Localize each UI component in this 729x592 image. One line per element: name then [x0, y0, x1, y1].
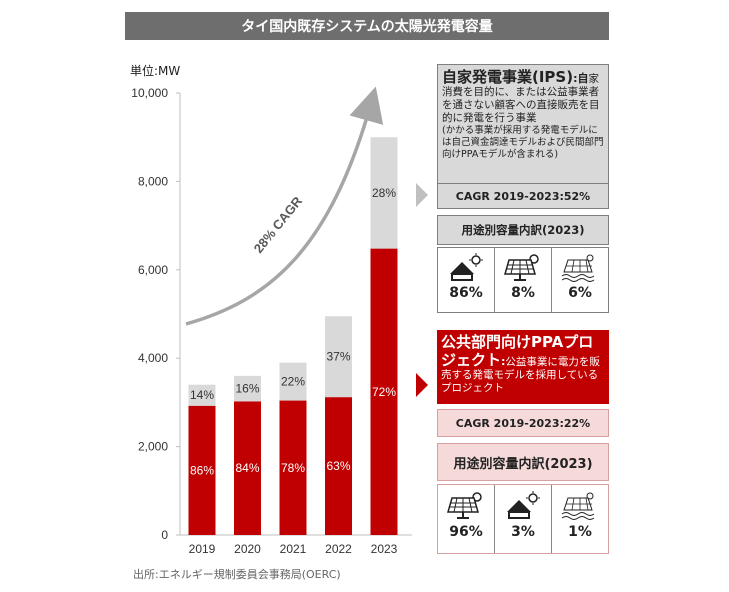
bar-data-label: 86% [190, 463, 214, 477]
ips-breakdown-icons: 86% 8% 6% [437, 247, 609, 313]
ips-description: 自家発電事業(IPS):自家消費を目的に、または公益事業者を通さない顧客への直接… [437, 64, 609, 184]
ips-item-value: 86% [449, 285, 483, 301]
ppa-item-value: 1% [568, 524, 592, 540]
cagr-annotation: 28% CAGR [251, 193, 306, 256]
ppa-item-value: 96% [449, 524, 483, 540]
ppa-item-rooftop: 3% [495, 485, 552, 553]
bar-segment-gray [325, 316, 352, 398]
ppa-title-colon: : [501, 355, 506, 368]
ppa-item-value: 3% [511, 524, 535, 540]
y-tick-label: 6,000 [138, 263, 168, 277]
pointer-arrow-ips [416, 183, 428, 207]
x-tick-label: 2023 [371, 542, 398, 556]
y-tick-label: 4,000 [138, 351, 168, 365]
y-axis-ticks: 0 2,000 4,000 6,000 8,000 10,000 [131, 86, 180, 542]
bar-segment-red [279, 400, 307, 535]
bar-segment-gray [234, 375, 261, 402]
y-tick-label: 8,000 [138, 174, 168, 188]
bar-segment-gray [188, 384, 216, 406]
x-tick-label: 2022 [325, 542, 352, 556]
ppa-item-floating: 1% [552, 485, 608, 553]
ips-title-colon: :自 [573, 72, 589, 85]
ips-item-rooftop: 86% [438, 248, 495, 312]
ppa-description: 公共部門向けPPAプロジェクト:公益事業に電力を販売する発電モデルを採用している… [437, 330, 609, 404]
bar-data-label: 78% [281, 461, 305, 475]
bar-data-label: 22% [281, 375, 305, 389]
x-tick-label: 2021 [280, 542, 307, 556]
rooftop-solar-icon [450, 253, 483, 281]
y-tick-label: 10,000 [131, 86, 168, 100]
x-tick-label: 2019 [189, 542, 216, 556]
ips-title: 自家発電事業(IPS) [442, 68, 574, 86]
unit-label: 単位:MW [130, 64, 181, 78]
x-axis-ticks: 2019 2020 2021 2022 2023 [189, 542, 398, 556]
ips-desc-text: 家消費を目的に、または公益事業者を通さない顧客への直接販売を目的に発電を行う事業 [442, 73, 600, 124]
x-tick-label: 2020 [234, 542, 261, 556]
rooftop-solar-icon [507, 491, 540, 519]
ppa-title: 公共部門向けPPAプロジェクト [441, 333, 594, 369]
ppa-breakdown-title: 用途別容量内訳(2023) [437, 443, 609, 481]
floating-solar-icon [561, 254, 595, 282]
y-tick-label: 2,000 [138, 440, 168, 454]
ppa-desc-text: 公益事業に電力を販売する発電モデルを採用しているプロジェクト [441, 356, 600, 394]
ips-item-value: 6% [568, 285, 592, 301]
bar-data-label: 16% [235, 382, 259, 396]
bar-data-label: 37% [326, 350, 350, 364]
ips-breakdown-title: 用途別容量内訳(2023) [437, 215, 609, 245]
ground-solar-panel-icon [504, 254, 539, 281]
ips-item-value: 8% [511, 285, 535, 301]
ips-desc-note: (かかる事業が採用する発電モデルには自己資金調達モデルおよび民間部門向けPPAモ… [442, 125, 604, 160]
bar-segment-red [325, 397, 352, 535]
ppa-item-ground: 96% [438, 485, 495, 553]
y-tick-label: 0 [161, 528, 168, 542]
bar-segment-red [234, 401, 261, 535]
bar-data-label: 28% [372, 186, 396, 200]
bar-segment-red [370, 248, 398, 536]
bar-segment-gray [370, 137, 398, 249]
ips-cagr: CAGR 2019-2023:52% [437, 183, 609, 209]
source-note: 出所:エネルギー規制委員会事務局(OERC) [133, 568, 341, 581]
bar-data-label: 14% [190, 388, 214, 402]
bar-data-label: 72% [372, 385, 396, 399]
bars: 86% 14% 84% 16% 78% 22% 63% 37% 72% 28% [188, 137, 398, 536]
ips-item-floating: 6% [552, 248, 608, 312]
ground-solar-panel-icon [447, 492, 482, 519]
bar-data-label: 84% [235, 461, 259, 475]
pointer-arrow-ppa [416, 373, 428, 397]
bar-segment-red [188, 405, 216, 535]
cagr-arrow [185, 86, 384, 326]
ips-item-ground: 8% [495, 248, 552, 312]
chart-title: タイ国内既存システムの太陽光発電容量 [125, 12, 609, 40]
ppa-breakdown-icons: 96% 3% 1% [437, 484, 609, 554]
bar-data-label: 63% [326, 459, 350, 473]
floating-solar-icon [561, 492, 595, 520]
bar-segment-gray [279, 362, 307, 401]
ppa-cagr: CAGR 2019-2023:22% [437, 409, 609, 437]
